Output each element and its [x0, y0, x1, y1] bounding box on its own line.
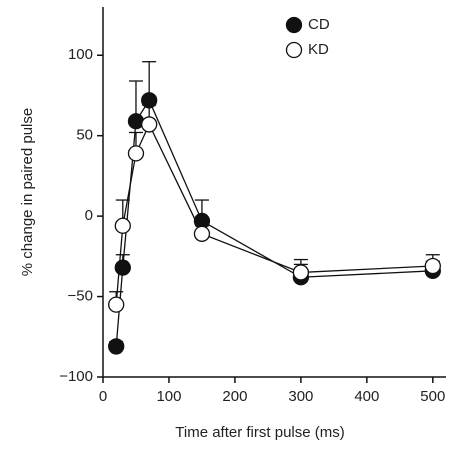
point — [292, 264, 310, 281]
x-tick-label: 100 — [156, 388, 181, 405]
point — [424, 257, 441, 275]
point — [108, 296, 125, 313]
x-axis-label: Time after first pulse (ms) — [175, 424, 344, 441]
y-tick-label: −100 — [59, 368, 93, 385]
x-tick-label: 400 — [354, 388, 379, 405]
point — [114, 217, 131, 234]
point — [127, 113, 145, 130]
legend-label: KD — [308, 41, 329, 58]
y-axis-label: % change in paired pulse — [19, 108, 36, 276]
point — [141, 116, 158, 133]
legend-marker — [285, 41, 303, 59]
legend-label: CD — [308, 16, 330, 33]
x-tick-label: 500 — [420, 388, 445, 405]
legend-marker — [285, 16, 303, 34]
series-line — [115, 98, 433, 347]
y-tick-label: −50 — [68, 288, 93, 305]
point — [127, 145, 145, 162]
y-tick-label: 100 — [68, 46, 93, 63]
point — [114, 259, 131, 276]
x-tick-label: 300 — [288, 388, 313, 405]
point — [141, 92, 158, 109]
series-line — [115, 122, 433, 305]
y-tick-label: 0 — [85, 207, 93, 224]
point — [108, 338, 125, 355]
y-tick-label: 50 — [76, 127, 93, 144]
x-tick-label: 200 — [222, 388, 247, 405]
x-tick-label: 0 — [99, 388, 107, 405]
point — [193, 225, 211, 242]
